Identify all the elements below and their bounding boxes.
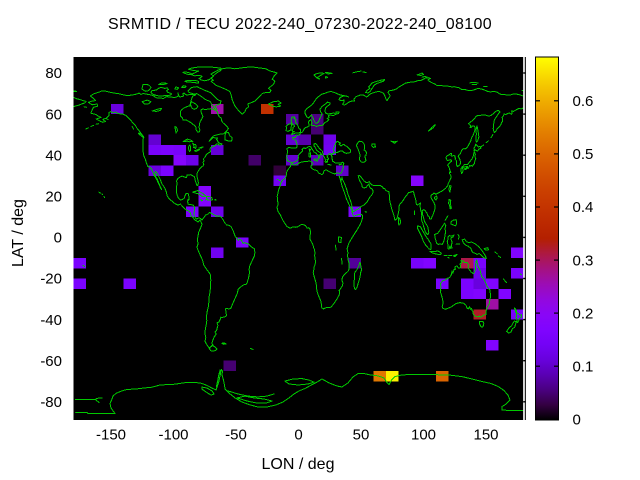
svg-text:0.6: 0.6 (573, 93, 594, 110)
svg-text:50: 50 (353, 427, 370, 444)
svg-text:-50: -50 (225, 427, 247, 444)
svg-text:60: 60 (45, 106, 62, 123)
svg-text:150: 150 (473, 427, 498, 444)
svg-text:-20: -20 (40, 271, 62, 288)
svg-text:LAT / deg: LAT / deg (10, 199, 27, 267)
svg-text:40: 40 (45, 147, 62, 164)
svg-text:0: 0 (573, 412, 581, 429)
svg-text:-100: -100 (158, 427, 188, 444)
svg-text:0: 0 (294, 427, 302, 444)
svg-text:-150: -150 (96, 427, 126, 444)
svg-text:-60: -60 (40, 353, 62, 370)
svg-text:100: 100 (411, 427, 436, 444)
svg-text:0.1: 0.1 (573, 358, 594, 375)
svg-text:SRMTID / TECU 2022-240_07230-2: SRMTID / TECU 2022-240_07230-2022-240_08… (108, 16, 492, 33)
svg-text:LON / deg: LON / deg (262, 456, 335, 473)
svg-text:-40: -40 (40, 312, 62, 329)
svg-text:0.2: 0.2 (573, 305, 594, 322)
svg-text:0.4: 0.4 (573, 199, 594, 216)
svg-text:-80: -80 (40, 394, 62, 411)
svg-text:0.3: 0.3 (573, 252, 594, 269)
svg-text:20: 20 (45, 189, 62, 206)
svg-text:80: 80 (45, 65, 62, 82)
svg-text:0.5: 0.5 (573, 146, 594, 163)
svg-text:0: 0 (54, 230, 62, 247)
